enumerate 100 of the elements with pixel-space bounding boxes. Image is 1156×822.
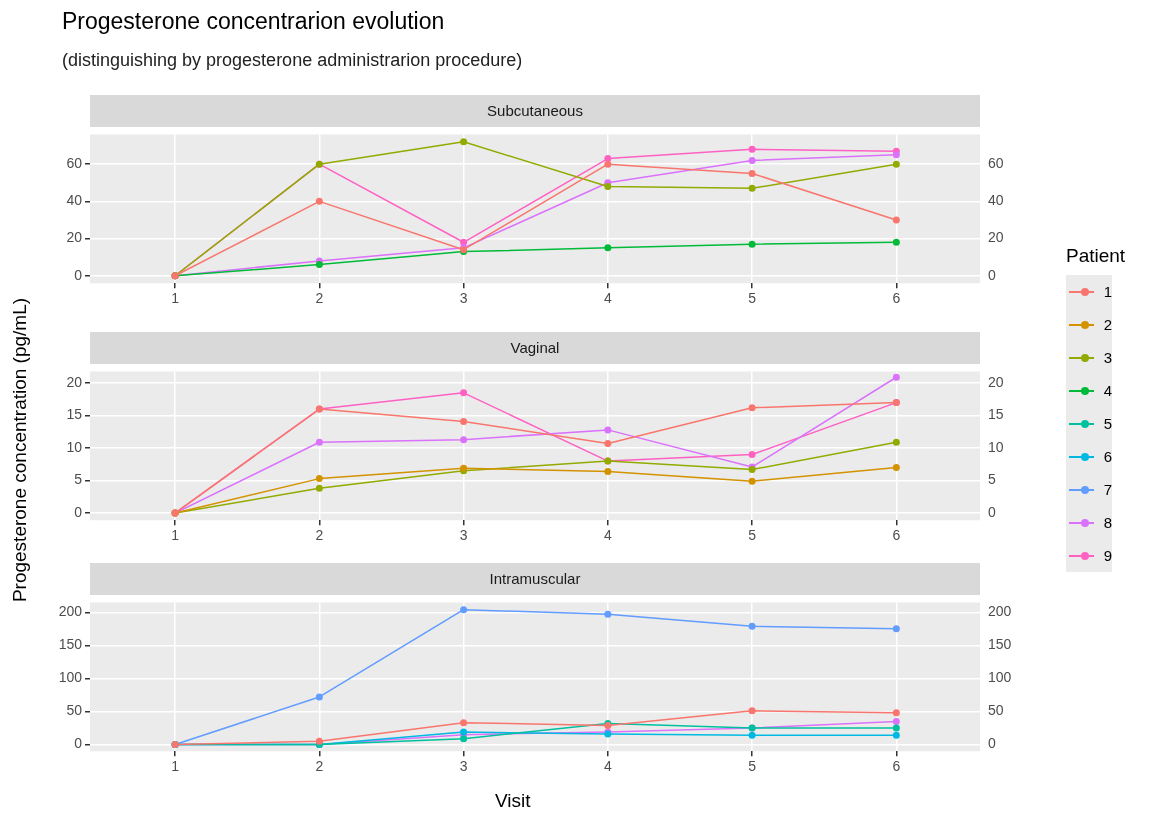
point xyxy=(748,477,756,485)
x-tick-label: 1 xyxy=(171,290,180,307)
x-tick-label: 3 xyxy=(459,290,468,307)
x-axis-title: Visit xyxy=(495,790,531,812)
point xyxy=(315,438,323,446)
y2-tick-label: 50 xyxy=(988,702,1004,719)
point xyxy=(315,261,323,269)
point xyxy=(315,693,323,701)
x-tick-label: 5 xyxy=(748,758,757,775)
point xyxy=(460,436,468,444)
x-tick-label: 3 xyxy=(459,758,468,775)
y2-tick-label: 200 xyxy=(988,603,1012,620)
y-tick-label: 0 xyxy=(74,503,83,520)
point xyxy=(604,155,612,163)
legend-label: 4 xyxy=(1103,382,1112,399)
y-tick-label: 150 xyxy=(58,636,83,653)
point xyxy=(604,610,612,618)
y2-tick-label: 150 xyxy=(988,636,1012,653)
y2-tick-label: 5 xyxy=(988,471,996,488)
y2-tick-label: 0 xyxy=(988,735,996,752)
y2-tick-label: 40 xyxy=(988,192,1004,209)
point xyxy=(604,244,612,252)
point xyxy=(748,404,756,412)
x-tick-label: 3 xyxy=(459,527,468,544)
point xyxy=(748,622,756,630)
legend-label: 5 xyxy=(1103,415,1112,432)
x-tick-label: 5 xyxy=(748,290,757,307)
x-tick-label: 6 xyxy=(892,758,901,775)
y2-tick-label: 60 xyxy=(988,155,1004,172)
text: Subcutaneous xyxy=(90,95,980,127)
point xyxy=(748,169,756,177)
x-tick-label: 6 xyxy=(892,290,901,307)
point xyxy=(892,238,900,246)
y2-tick-label: 10 xyxy=(988,438,1004,455)
x-tick-label: 1 xyxy=(171,758,180,775)
point xyxy=(460,606,468,614)
y-tick-label: 100 xyxy=(58,669,83,686)
chart-subtitle: (distinguishing by progesterone administrarion procedure) xyxy=(62,50,523,71)
y2-tick-label: 20 xyxy=(988,229,1004,246)
point xyxy=(604,160,612,168)
point xyxy=(748,451,756,459)
y-tick-label: 15 xyxy=(66,406,83,423)
legend-label: 8 xyxy=(1103,514,1112,531)
y2-tick-label: 15 xyxy=(988,406,1004,423)
x-tick-label: 2 xyxy=(315,758,324,775)
point xyxy=(892,724,900,732)
point xyxy=(604,440,612,448)
point xyxy=(892,151,900,159)
x-tick-label: 6 xyxy=(892,527,901,544)
text: Vaginal xyxy=(90,332,980,364)
point xyxy=(748,731,756,739)
x-tick-label: 2 xyxy=(315,527,324,544)
point xyxy=(460,735,468,743)
legend-label: 7 xyxy=(1103,481,1112,498)
y-tick-label: 5 xyxy=(74,471,83,488)
y-axis-title: Progesterone concentration (pg/mL) xyxy=(9,297,31,603)
text: Intramuscular xyxy=(90,563,980,595)
y-tick-label: 20 xyxy=(66,373,83,390)
legend-label: 2 xyxy=(1103,316,1112,333)
x-tick-label: 4 xyxy=(603,527,612,544)
point xyxy=(748,184,756,192)
y-tick-label: 40 xyxy=(66,192,83,209)
point xyxy=(460,389,468,397)
point xyxy=(892,438,900,446)
legend-title: Patient xyxy=(1066,245,1126,267)
point xyxy=(315,197,323,205)
y-tick-label: 200 xyxy=(58,603,83,620)
point xyxy=(604,467,612,475)
point xyxy=(892,373,900,381)
y2-tick-label: 0 xyxy=(988,503,996,520)
y2-tick-label: 20 xyxy=(988,373,1004,390)
point xyxy=(460,417,468,425)
point xyxy=(460,138,468,146)
point xyxy=(315,475,323,483)
y2-tick-label: 0 xyxy=(988,266,996,283)
legend-label: 3 xyxy=(1103,349,1112,366)
point xyxy=(748,145,756,153)
y-tick-label: 50 xyxy=(66,702,83,719)
legend-label: 9 xyxy=(1103,547,1112,564)
y-tick-label: 0 xyxy=(74,735,83,752)
point xyxy=(892,625,900,633)
x-tick-label: 4 xyxy=(603,758,612,775)
point xyxy=(892,731,900,739)
point xyxy=(892,709,900,717)
x-tick-label: 5 xyxy=(748,527,757,544)
point xyxy=(748,240,756,248)
point xyxy=(892,464,900,472)
point xyxy=(892,717,900,725)
point xyxy=(892,216,900,224)
point xyxy=(604,426,612,434)
y-tick-label: 0 xyxy=(74,266,83,283)
point xyxy=(315,737,323,745)
x-tick-label: 1 xyxy=(171,527,180,544)
point xyxy=(892,160,900,168)
chart-title: Progesterone concentrarion evolution xyxy=(62,8,445,35)
point xyxy=(748,156,756,164)
y-tick-label: 10 xyxy=(66,438,83,455)
point xyxy=(460,719,468,727)
y-tick-label: 60 xyxy=(66,155,83,172)
legend-label: 6 xyxy=(1103,448,1112,465)
